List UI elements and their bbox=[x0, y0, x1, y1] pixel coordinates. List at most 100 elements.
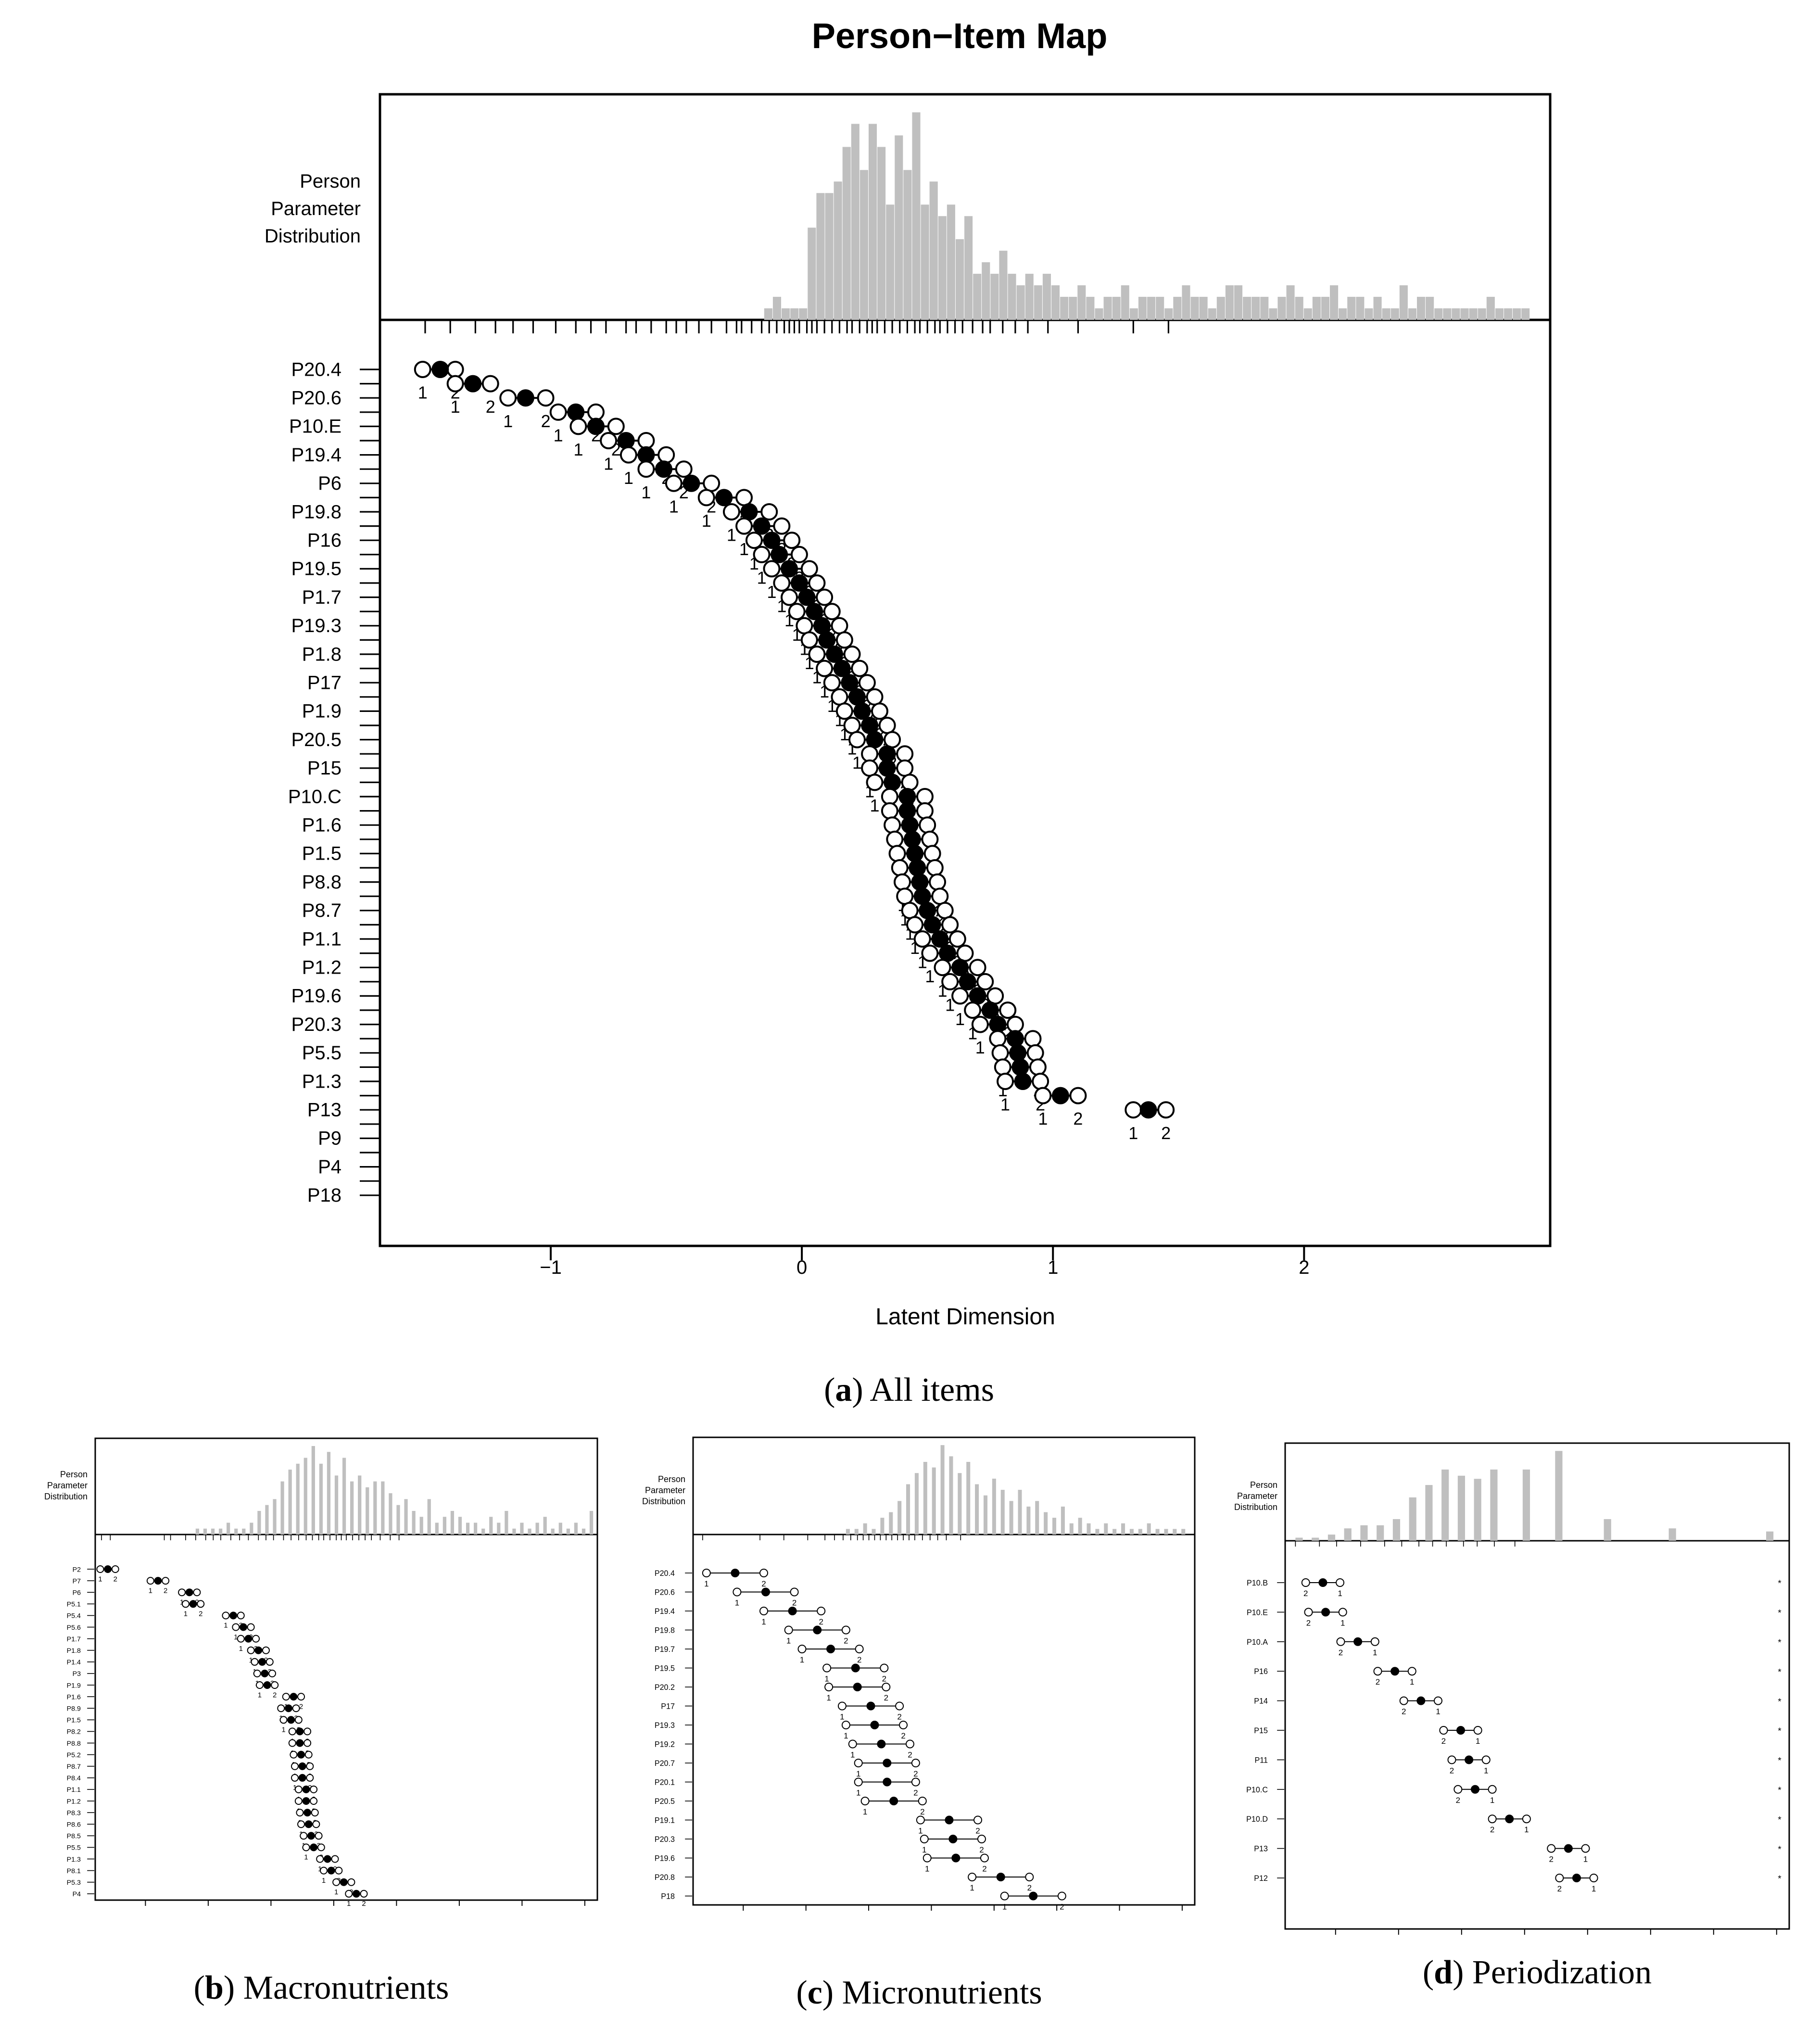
threshold-1-label: 1 bbox=[1373, 1648, 1377, 1657]
item-location-point bbox=[464, 375, 482, 393]
plot-frame bbox=[379, 318, 1552, 1247]
histogram-bar bbox=[1295, 1537, 1303, 1541]
hist-label-line-3: Distribution bbox=[265, 226, 361, 247]
item-label: P1.9 bbox=[302, 701, 341, 722]
item-label: P1.7 bbox=[67, 1636, 81, 1643]
threshold-2-point bbox=[916, 802, 934, 820]
threshold-1-label: 1 bbox=[824, 1674, 829, 1683]
threshold-1-point bbox=[994, 1058, 1011, 1076]
item-label: P16 bbox=[1254, 1667, 1268, 1676]
item-label: P4 bbox=[318, 1156, 341, 1178]
threshold-2-point bbox=[265, 1658, 274, 1666]
threshold-2-point bbox=[800, 560, 818, 578]
x-axis-label: Latent Dimension bbox=[875, 1304, 1055, 1330]
item-location-point bbox=[617, 432, 635, 449]
histogram-bar bbox=[1312, 297, 1321, 320]
threshold-2-point bbox=[587, 403, 605, 421]
threshold-2-point bbox=[481, 375, 499, 393]
threshold-1-label: 1 bbox=[922, 1845, 926, 1854]
histogram-bar bbox=[1416, 297, 1426, 320]
histogram-bar bbox=[1138, 297, 1147, 320]
histogram-bar bbox=[450, 1510, 455, 1535]
histogram-bar bbox=[551, 1528, 555, 1535]
threshold-1-point bbox=[822, 1663, 832, 1673]
histogram-bar bbox=[280, 1481, 284, 1535]
threshold-2-point bbox=[823, 603, 841, 621]
histogram-bar bbox=[897, 1501, 902, 1535]
histogram-bar bbox=[1365, 308, 1373, 320]
threshold-2-point bbox=[1025, 1873, 1034, 1881]
threshold-1-label: 1 bbox=[1410, 1677, 1414, 1687]
item-location-point bbox=[938, 944, 956, 962]
threshold-2-point bbox=[871, 702, 888, 720]
threshold-1-point bbox=[808, 646, 826, 663]
threshold-2-point bbox=[306, 1762, 314, 1770]
threshold-2-point bbox=[311, 1809, 319, 1817]
threshold-2-point bbox=[268, 1669, 277, 1677]
item-label: P3 bbox=[73, 1670, 81, 1678]
item-location-point bbox=[1318, 1578, 1327, 1587]
threshold-1-label: 1 bbox=[1476, 1737, 1480, 1746]
item-label: P19.6 bbox=[655, 1854, 675, 1863]
item-label: P10.E bbox=[289, 416, 341, 437]
item-location-point bbox=[923, 916, 941, 934]
threshold-1-label: 1 bbox=[234, 1633, 238, 1641]
item-location-point bbox=[826, 646, 844, 663]
threshold-2-label: 2 bbox=[844, 1636, 848, 1645]
item-label: P19.3 bbox=[291, 615, 341, 636]
threshold-2-point bbox=[317, 1843, 325, 1852]
threshold-1-point bbox=[96, 1565, 104, 1573]
threshold-2-label: 2 bbox=[1161, 1123, 1171, 1143]
item-label: P8.4 bbox=[67, 1775, 81, 1782]
threshold-1-point bbox=[763, 560, 781, 578]
threshold-1-point bbox=[891, 859, 909, 876]
item-label: P19.3 bbox=[655, 1721, 675, 1730]
x-axis: −1 0 1 2 bbox=[540, 1246, 1309, 1278]
histogram-bar bbox=[1018, 1490, 1022, 1535]
threshold-2-point bbox=[303, 1727, 312, 1736]
rug-ticks bbox=[101, 1535, 400, 1540]
histogram-bar bbox=[288, 1470, 292, 1535]
histogram-bar bbox=[1121, 1523, 1125, 1535]
caption-d: (d) Periodization bbox=[1423, 1954, 1652, 1991]
threshold-1-point bbox=[294, 1785, 303, 1793]
threshold-1-point bbox=[753, 545, 771, 563]
threshold-1-label: 1 bbox=[249, 1656, 253, 1664]
histogram-bar bbox=[816, 193, 825, 320]
hist-label-line-1: Person bbox=[60, 1470, 88, 1479]
item-label: P19.4 bbox=[291, 444, 341, 466]
histogram-bar bbox=[975, 1484, 979, 1535]
item-location-point bbox=[945, 1815, 954, 1825]
threshold-2-point bbox=[315, 1832, 323, 1840]
threshold-2-point bbox=[790, 545, 808, 563]
hist-label-line-2: Parameter bbox=[645, 1485, 685, 1495]
histogram-bar bbox=[296, 1463, 300, 1535]
histogram-bar bbox=[273, 1499, 277, 1535]
item-location-point bbox=[517, 389, 534, 407]
threshold-1-label: 1 bbox=[334, 1888, 338, 1896]
hist-label-line-3: Distribution bbox=[642, 1497, 685, 1506]
item-location-point bbox=[254, 1646, 263, 1654]
threshold-2-point bbox=[537, 389, 555, 407]
x-tick-label: 2 bbox=[1299, 1257, 1309, 1278]
item-label: P13 bbox=[307, 1100, 341, 1121]
histogram-bar bbox=[1766, 1531, 1774, 1541]
histogram-bar bbox=[1199, 297, 1208, 320]
threshold-2-label: 2 bbox=[273, 1691, 277, 1699]
histogram-bar bbox=[982, 262, 990, 320]
item-location-point bbox=[996, 1873, 1005, 1881]
threshold-1-label: 1 bbox=[1524, 1825, 1529, 1834]
threshold-2-label: 2 bbox=[884, 1693, 888, 1702]
threshold-1-point bbox=[302, 1843, 310, 1852]
item-label: P1.6 bbox=[302, 815, 341, 836]
threshold-2-label: 2 bbox=[792, 1598, 796, 1607]
panel-a-all-items: Person Parameter Distribution −1 0 1 2 P20.… bbox=[265, 93, 1552, 1330]
item-location-point bbox=[948, 1835, 958, 1843]
threshold-2-point bbox=[760, 503, 778, 520]
threshold-2-point bbox=[977, 1835, 986, 1843]
threshold-1-point bbox=[446, 375, 464, 393]
histogram-bar bbox=[1147, 1523, 1151, 1535]
item-location-point bbox=[1390, 1667, 1400, 1676]
histogram-bar bbox=[1129, 308, 1138, 320]
threshold-1-label: 1 bbox=[180, 1598, 184, 1606]
